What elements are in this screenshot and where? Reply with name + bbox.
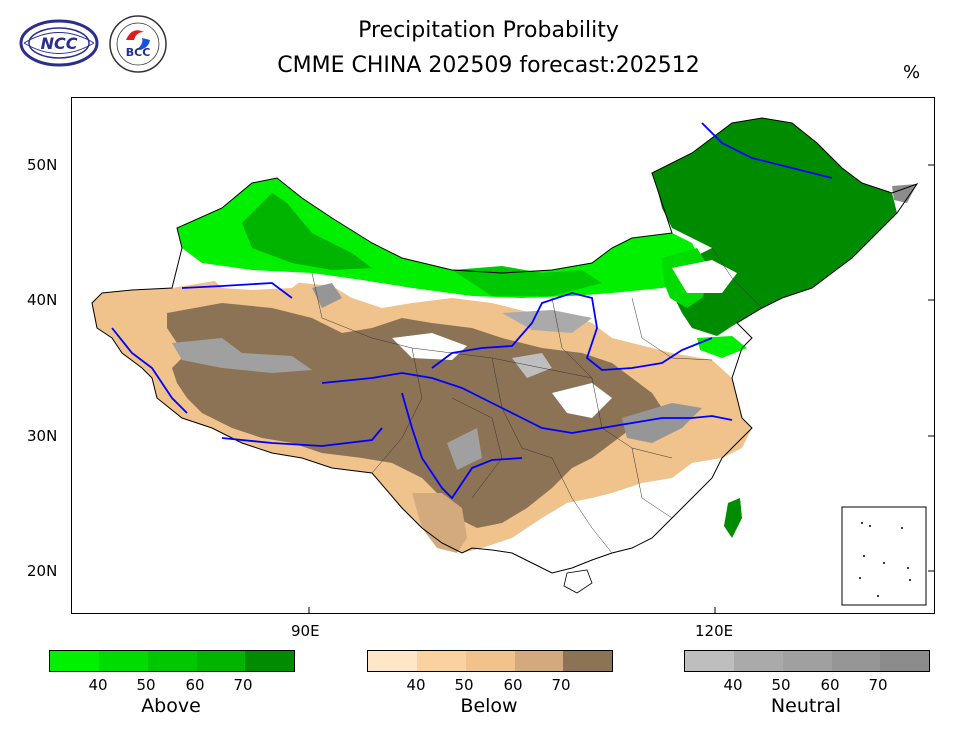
colorbar-above-tick: 40 — [88, 676, 108, 694]
colorbar-neutral-swatch — [880, 651, 929, 671]
lat-label-50n: 50N — [27, 156, 58, 174]
colorbar-neutral-tick: 60 — [820, 676, 840, 694]
above-region-north — [452, 266, 602, 296]
neutral-patch-5 — [447, 428, 482, 470]
colorbar-neutral-swatch — [685, 651, 734, 671]
colorbar-below-tick: 70 — [551, 676, 571, 694]
lon-label-120e: 120E — [695, 622, 734, 640]
map-canvas — [66, 90, 934, 613]
colorbar-neutral-swatch — [832, 651, 880, 671]
white-gap-2 — [392, 333, 467, 360]
colorbar-below-label: Below — [460, 695, 518, 717]
colorbar-above-tick: 60 — [185, 676, 205, 694]
colorbar-below-swatch — [368, 651, 417, 671]
map-frame — [66, 90, 935, 614]
neutral-patch-6 — [892, 184, 917, 203]
colorbar-above-tick: 50 — [136, 676, 156, 694]
colorbar-below-swatch — [417, 651, 466, 671]
white-gap-4 — [672, 260, 737, 293]
bcc-logo-text: BCC — [126, 46, 151, 59]
colorbar-below-swatch — [466, 651, 515, 671]
colorbar-above-swatch — [50, 651, 99, 671]
colorbar-above — [49, 650, 295, 672]
ncc-logo: NCC — [18, 16, 100, 68]
lat-label-30n: 30N — [27, 427, 58, 445]
neutral-patch-1 — [172, 338, 312, 373]
above-region-northwest — [177, 178, 702, 298]
above-region-bohai — [697, 336, 747, 358]
lon-label-90e: 90E — [291, 622, 320, 640]
colorbar-above-swatch — [245, 651, 294, 671]
neutral-patch-3 — [502, 310, 592, 333]
inset-islands — [859, 522, 911, 597]
map-title: Precipitation Probability — [358, 18, 619, 43]
colorbar-below-tick: 50 — [454, 676, 474, 694]
colorbar-neutral-swatch — [734, 651, 783, 671]
colorbar-below-tick: 60 — [503, 676, 523, 694]
colorbar-above-swatch — [148, 651, 197, 671]
colorbar-neutral-tick: 50 — [771, 676, 791, 694]
colorbar-neutral-tick: 70 — [868, 676, 888, 694]
white-gap-1 — [212, 273, 302, 290]
lat-label-40n: 40N — [27, 291, 58, 309]
white-gap-3 — [552, 383, 612, 418]
colorbar-neutral-label: Neutral — [770, 695, 842, 717]
bcc-logo: BCC — [108, 14, 168, 74]
colorbar-neutral-tick: 40 — [723, 676, 743, 694]
colorbar-below-tick: 40 — [406, 676, 426, 694]
above-region-northwest-dark — [242, 193, 372, 270]
colorbar-neutral-swatch — [783, 651, 832, 671]
below-region-yunnan — [412, 493, 467, 553]
ncc-logo-text: NCC — [41, 34, 78, 53]
neutral-patch-7 — [512, 353, 552, 378]
inset-box — [841, 506, 927, 606]
hainan-island — [563, 569, 593, 594]
lat-label-20n: 20N — [27, 562, 58, 580]
china-border — [91, 117, 919, 574]
unit-label: % — [903, 62, 921, 83]
colorbar-below-swatch — [563, 651, 612, 671]
colorbar-above-label: Above — [141, 695, 201, 717]
map-subtitle: CMME CHINA 202509 forecast:202512 — [277, 53, 700, 78]
colorbar-above-swatch — [99, 651, 148, 671]
rivers — [111, 122, 833, 500]
colorbar-below-swatch — [515, 651, 563, 671]
above-region-taiwan — [724, 498, 742, 538]
colorbar-above-tick: 70 — [233, 676, 253, 694]
colorbar-neutral — [684, 650, 930, 672]
neutral-patch-4 — [622, 403, 702, 443]
colorbar-above-swatch — [197, 651, 245, 671]
province-borders — [311, 247, 763, 554]
neutral-patch-2 — [312, 283, 342, 308]
colorbar-below — [367, 650, 613, 672]
